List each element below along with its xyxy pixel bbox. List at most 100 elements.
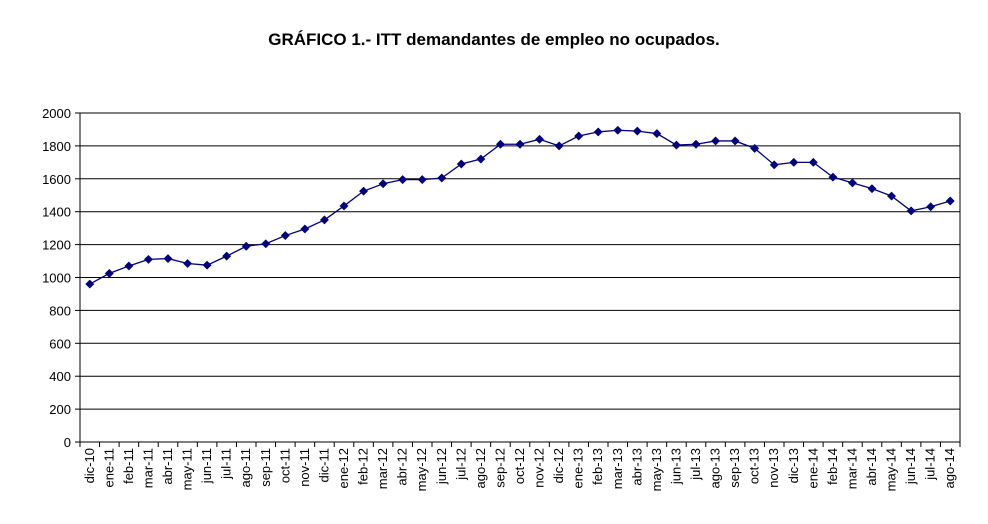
x-tick-label: nov-12 <box>532 448 547 488</box>
data-point-abr-11 <box>163 254 173 264</box>
data-point-jul-13 <box>691 139 701 149</box>
data-point-may-13 <box>652 129 662 139</box>
y-tick-label: 1800 <box>42 139 71 154</box>
data-point-ene-13 <box>574 131 584 141</box>
x-tick-label: abr-11 <box>160 448 175 485</box>
chart-title: GRÁFICO 1.- ITT demandantes de empleo no… <box>268 30 720 49</box>
x-tick-label: sep-11 <box>258 448 273 487</box>
x-tick-label: may-12 <box>414 448 429 491</box>
x-tick-label: ago-12 <box>473 448 488 488</box>
y-tick-label: 1400 <box>42 205 71 220</box>
x-tick-label: may-14 <box>884 448 899 491</box>
data-point-feb-14 <box>828 172 838 182</box>
data-point-dic-12 <box>554 141 564 151</box>
x-tick-label: abr-12 <box>395 448 410 486</box>
x-tick-label: dic-13 <box>786 448 801 483</box>
y-tick-label: 600 <box>49 336 71 351</box>
x-tick-label: mar-14 <box>844 448 859 489</box>
x-tick-label: jun-12 <box>434 448 449 485</box>
data-point-oct-11 <box>280 230 290 241</box>
x-tick-label: may-11 <box>180 448 195 490</box>
x-tick-label: mar-12 <box>375 448 390 489</box>
x-tick-label: ago-14 <box>942 448 957 488</box>
x-tick-label: ene-13 <box>571 448 586 488</box>
y-tick-label: 2000 <box>42 106 71 121</box>
x-tick-label: oct-11 <box>277 448 292 483</box>
data-point-dic-11 <box>319 215 329 225</box>
x-tick-label: mar-13 <box>610 448 625 489</box>
data-point-nov-11 <box>300 224 310 234</box>
data-point-mar-13 <box>613 125 623 135</box>
y-tick-label: 200 <box>49 402 71 417</box>
y-axis: 0 200 400 600 800 1000 1200 1400 1600 1800 2000 <box>42 106 81 450</box>
data-point-feb-11 <box>124 261 134 271</box>
data-point-ago-13 <box>711 136 721 146</box>
x-tick-label: sep-13 <box>727 448 742 488</box>
x-tick-label: abr-13 <box>629 448 644 486</box>
data-point-abr-14 <box>867 184 877 194</box>
y-tick-label: 0 <box>64 435 71 450</box>
y-tick-label: 800 <box>49 303 71 318</box>
x-tick-label: may-13 <box>649 448 664 491</box>
x-tick-label: oct-12 <box>512 448 527 484</box>
data-point-oct-12 <box>515 139 525 149</box>
data-point-mar-11 <box>143 254 153 264</box>
x-tick-label: ene-11 <box>101 448 116 488</box>
data-point-jul-12 <box>456 159 466 169</box>
data-point-jun-13 <box>671 140 681 150</box>
series <box>85 125 955 289</box>
x-tick-label: jul-11 <box>219 448 234 480</box>
x-axis: dic-10 ene-11 feb-11 mar-11 abr-11 may-11 jun-… <box>79 441 961 491</box>
data-point-dic-13 <box>789 157 799 167</box>
x-tick-label: jul-13 <box>688 448 703 481</box>
data-point-nov-13 <box>769 160 779 170</box>
data-point-jul-11 <box>222 251 232 261</box>
data-point-dic-10 <box>85 279 95 289</box>
y-tick-label: 1600 <box>42 172 71 187</box>
y-tick-label: 400 <box>49 369 71 384</box>
data-point-jul-14 <box>926 202 936 212</box>
x-tick-label: jun-14 <box>903 448 918 485</box>
x-tick-label: jun-11 <box>199 448 214 484</box>
x-tick-label: jun-13 <box>668 448 683 485</box>
x-tick-label: feb-13 <box>590 448 605 485</box>
data-point-ago-14 <box>945 196 955 206</box>
data-point-oct-13 <box>750 143 760 153</box>
x-tick-label: feb-12 <box>356 448 371 485</box>
x-tick-label: abr-14 <box>864 448 879 486</box>
data-point-abr-12 <box>398 175 408 185</box>
x-tick-label: mar-11 <box>140 448 155 488</box>
data-point-mar-14 <box>847 178 857 188</box>
x-tick-label: sep-12 <box>492 448 507 488</box>
data-point-may-12 <box>417 175 427 185</box>
x-tick-label: feb-14 <box>825 448 840 485</box>
x-tick-label: feb-11 <box>121 448 136 484</box>
x-tick-label: ene-12 <box>336 448 351 488</box>
x-tick-label: jul-14 <box>923 448 938 481</box>
data-point-mar-12 <box>378 179 388 189</box>
gridlines <box>80 112 961 442</box>
data-point-ene-14 <box>808 157 818 167</box>
data-point-may-11 <box>183 258 193 269</box>
data-point-may-14 <box>887 191 897 201</box>
data-point-jun-11 <box>202 260 212 270</box>
data-point-jun-14 <box>906 206 916 216</box>
data-point-ene-11 <box>104 268 114 278</box>
x-tick-label: oct-13 <box>747 448 762 484</box>
data-point-ene-12 <box>339 201 349 211</box>
x-tick-label: dic-10 <box>82 448 97 483</box>
data-point-abr-13 <box>632 126 642 136</box>
data-point-ago-12 <box>476 154 486 164</box>
x-tick-label: nov-13 <box>766 448 781 488</box>
x-tick-label: ago-13 <box>708 448 723 488</box>
x-tick-label: ago-11 <box>238 448 253 488</box>
x-tick-label: nov-11 <box>297 448 312 487</box>
data-point-feb-12 <box>359 186 369 196</box>
y-tick-label: 1200 <box>42 238 71 253</box>
data-point-sep-12 <box>495 139 505 149</box>
data-point-sep-13 <box>730 136 740 146</box>
x-tick-label: ene-14 <box>805 448 820 488</box>
series-line <box>89 129 951 285</box>
data-point-nov-12 <box>535 134 545 144</box>
